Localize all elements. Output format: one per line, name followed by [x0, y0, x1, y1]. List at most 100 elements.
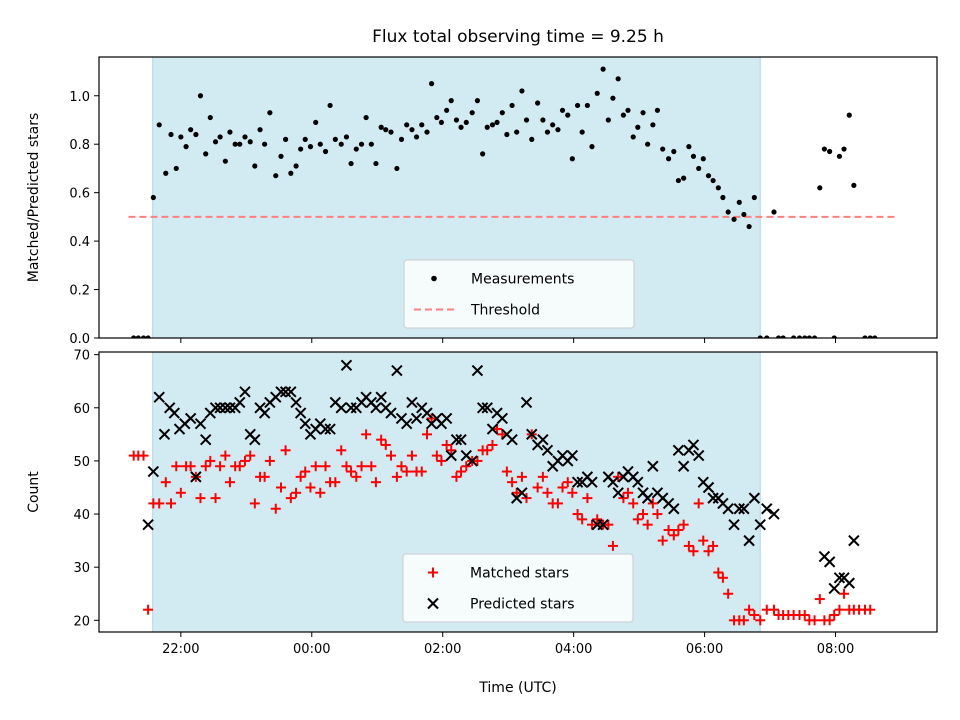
measurement-point	[168, 131, 174, 138]
measurement-point	[358, 141, 365, 147]
measurement-point	[373, 160, 379, 167]
predicted-star-marker	[597, 518, 609, 531]
measurement-point	[574, 102, 581, 109]
predicted-star-marker	[445, 449, 457, 462]
matched-star-marker	[708, 540, 719, 551]
measurement-point	[293, 163, 299, 169]
predicted-star-marker	[194, 418, 207, 430]
predicted-star-marker	[516, 487, 528, 499]
matched-star-marker	[511, 487, 522, 498]
matched-star-marker	[657, 535, 668, 546]
measurement-point	[594, 90, 600, 96]
matched-star-marker	[592, 514, 603, 525]
matched-star-marker	[154, 498, 165, 509]
predicted-star-marker	[526, 428, 538, 441]
matched-star-marker	[406, 450, 417, 461]
matched-star-marker	[396, 461, 407, 472]
predicted-star-marker	[632, 476, 644, 488]
measurement-point	[332, 136, 338, 142]
measurement-point	[140, 335, 147, 338]
predicted-star-marker	[239, 386, 251, 398]
matched-star-marker	[270, 503, 281, 514]
matched-star-marker	[799, 609, 810, 620]
measurement-point	[690, 153, 697, 159]
matched-star-marker	[310, 461, 321, 472]
measurement-point	[705, 173, 712, 179]
measurement-point	[514, 129, 520, 135]
predicted-star-marker	[677, 460, 690, 472]
measurement-point	[757, 335, 763, 338]
predicted-star-marker	[142, 518, 154, 531]
predicted-star-marker	[335, 402, 347, 414]
x-axis-label: Time (UTC)	[478, 680, 556, 696]
measurement-point	[338, 141, 344, 147]
matched-star-marker	[688, 546, 699, 557]
measurement-point	[775, 335, 782, 338]
measurement-point	[343, 134, 350, 140]
measurement-point	[771, 209, 777, 215]
matched-star-marker	[642, 519, 653, 530]
predicted-star-marker	[476, 402, 489, 414]
measurement-point	[453, 117, 460, 123]
matched-star-marker	[717, 572, 728, 583]
measurement-point	[867, 335, 873, 338]
svg-text:Measurements: Measurements	[471, 272, 574, 288]
predicted-star-marker	[843, 577, 855, 589]
matched-star-marker	[749, 609, 760, 620]
predicted-star-marker	[294, 407, 307, 419]
legend: Measurements Threshold	[403, 259, 635, 329]
measurement-point	[398, 136, 405, 142]
measurement-point	[327, 102, 333, 109]
axes-frame	[98, 351, 938, 633]
measurement-point	[203, 151, 209, 157]
matched-star-marker	[865, 604, 876, 615]
predicted-star-marker	[768, 508, 780, 520]
matched-star-marker	[259, 471, 270, 482]
measurement-point	[484, 124, 490, 130]
measurement-point	[811, 335, 818, 338]
measurement-point	[725, 209, 731, 215]
chart-title: Flux total observing time = 9.25 h	[372, 27, 664, 47]
predicted-star-marker	[275, 386, 287, 398]
predicted-star-marker	[566, 449, 579, 462]
measurement-point	[262, 141, 268, 147]
matched-star-marker	[215, 461, 226, 472]
matched-star-marker	[341, 461, 352, 472]
predicted-star-marker	[823, 556, 836, 568]
measurement-point	[600, 66, 606, 72]
matched-star-marker	[376, 434, 387, 445]
measurement-point	[645, 141, 651, 147]
measurement-point	[509, 102, 515, 109]
matched-star-marker	[572, 509, 583, 520]
predicted-star-marker	[410, 412, 423, 425]
matched-star-marker	[738, 615, 749, 626]
matched-star-marker	[356, 461, 367, 472]
measurement-point	[145, 335, 151, 338]
svg-text:Predicted stars: Predicted stars	[470, 597, 575, 613]
matched-star-marker	[336, 445, 347, 456]
matched-star-marker	[567, 487, 578, 498]
measurement-point	[242, 134, 248, 140]
measurement-point	[178, 134, 184, 140]
measurement-point	[681, 175, 687, 181]
matched-star-marker	[195, 493, 206, 504]
matched-star-marker	[166, 498, 177, 509]
predicted-star-marker	[290, 396, 302, 409]
matched-star-marker	[829, 609, 840, 620]
matched-star-marker	[647, 498, 658, 509]
matched-star-marker	[249, 498, 260, 509]
matched-star-marker	[839, 588, 850, 599]
legend-entry: Threshold	[414, 303, 540, 319]
matched-star-marker	[361, 429, 372, 440]
measurement-point	[383, 127, 389, 133]
matched-star-marker	[673, 524, 684, 535]
matched-star-marker	[210, 493, 221, 504]
measurement-point	[424, 129, 430, 135]
matched-star-marker	[380, 439, 391, 450]
measurement-point	[183, 144, 189, 150]
measurement-point	[150, 194, 156, 201]
matched-star-marker	[507, 477, 518, 488]
count-panel: 20 30 40 50 60 70 22:00 00:00 02:00 04:00 06:00 08:…	[26, 349, 938, 657]
matched-star-marker	[552, 498, 563, 509]
measurement-point	[480, 151, 486, 157]
